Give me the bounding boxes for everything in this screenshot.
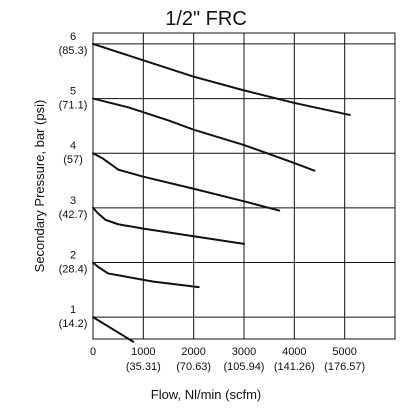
x-tick-label: 1000 — [131, 346, 155, 358]
y-tick-sublabel: (14.2) — [59, 318, 88, 330]
y-tick-sublabel: (42.7) — [59, 209, 88, 221]
y-tick-sublabel: (57) — [63, 154, 83, 166]
x-tick-label: 3000 — [232, 346, 256, 358]
series-line-1 — [92, 316, 135, 343]
x-tick-sublabel: (176.57) — [324, 361, 365, 373]
x-tick-sublabel: (141.26) — [274, 361, 315, 373]
plot-area: 0 1000 (35.31) 2000 (70.63) 3000 (105.94) 4000 (… — [59, 31, 396, 373]
x-tick-sublabel: (70.63) — [176, 361, 211, 373]
x-tick-label: 4000 — [282, 346, 306, 358]
x-tick-sublabel: (35.31) — [126, 361, 161, 373]
y-tick-label: 6 — [70, 31, 76, 43]
x-tick-sublabel: (105.94) — [224, 361, 265, 373]
x-tick-label: 5000 — [332, 346, 356, 358]
y-tick-label: 2 — [70, 250, 76, 262]
series-line-4 — [92, 152, 281, 212]
y-axis-label: Secondary Pressure, bar (psi) — [32, 100, 47, 273]
x-axis-label: Flow, Nl/min (scfm) — [151, 387, 262, 402]
y-tick-sublabel: (28.4) — [59, 264, 88, 276]
y-tick-sublabel: (71.1) — [59, 100, 88, 112]
y-tick-label: 3 — [70, 195, 76, 207]
series-line-5 — [92, 97, 316, 172]
series-line-3 — [92, 206, 245, 245]
series-line-2 — [92, 261, 200, 289]
series-line-6 — [92, 42, 351, 116]
y-tick-label: 1 — [70, 304, 76, 316]
y-tick-label: 5 — [70, 86, 76, 98]
y-tick-label: 4 — [70, 140, 76, 152]
x-tick-label: 0 — [90, 346, 96, 358]
x-tick-label: 2000 — [181, 346, 205, 358]
y-tick-sublabel: (85.3) — [59, 45, 88, 57]
chart-title: 1/2" FRC — [165, 8, 247, 30]
